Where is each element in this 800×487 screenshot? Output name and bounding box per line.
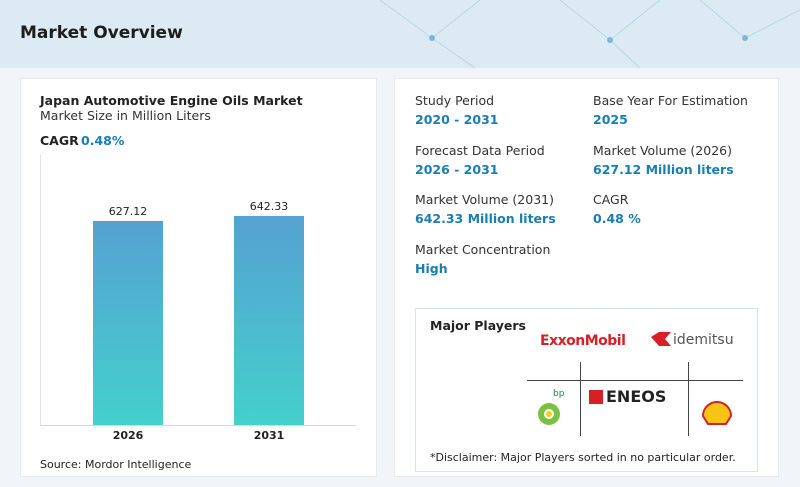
stat-label: CAGR: [593, 192, 629, 207]
stat-label: Study Period: [415, 93, 495, 108]
stat-value: 0.48 %: [593, 211, 641, 226]
stat-value: 642.33 Million liters: [415, 211, 556, 226]
x-tick-label: 2026: [113, 429, 144, 442]
data-label: 627.12: [109, 205, 148, 218]
stat-value: 2020 - 2031: [415, 112, 499, 127]
players-box: [415, 308, 758, 472]
bar: [93, 220, 163, 425]
stat-value: High: [415, 260, 448, 276]
stat-value: 2025: [593, 112, 628, 127]
stat-label: Forecast Data Period: [415, 142, 545, 158]
source: Source: Mordor Intelligence: [40, 458, 192, 471]
header-decoration: [379, 0, 800, 68]
page-title: Market Overview: [20, 23, 183, 43]
stat-label: Market Volume (2031): [415, 192, 554, 207]
cagr-label: CAGR: [40, 133, 79, 148]
logo-exxonmobil: ExxonMobil: [540, 333, 626, 349]
stat-value: 627.12 Million liters: [593, 161, 734, 177]
players-grid: [527, 332, 743, 436]
chart-title: Japan Automotive Engine Oils Market: [40, 93, 303, 108]
stat-value: 2026 - 2031: [415, 161, 499, 177]
logo-bp: bp: [553, 389, 565, 399]
header: Market Overview: [0, 0, 800, 68]
cagr-value: 0.48%: [81, 133, 125, 148]
chart: 627.12 2026 642.33 2031: [40, 155, 356, 442]
players-title: Major Players: [430, 318, 526, 333]
chart-card: [20, 78, 377, 477]
logo-eneos: ENEOS: [606, 387, 667, 406]
disclaimer: *Disclaimer: Major Players sorted in no …: [430, 451, 736, 464]
logo-idemitsu: idemitsu: [673, 332, 734, 348]
stat-label: Base Year For Estimation: [593, 93, 748, 108]
data-label: 642.33: [250, 200, 289, 213]
x-tick-label: 2031: [254, 429, 285, 442]
bar: [234, 216, 304, 425]
stat-label: Market Volume (2026): [593, 142, 732, 158]
stat-label: Market Concentration: [415, 241, 551, 257]
chart-subtitle: Market Size in Million Liters: [40, 108, 211, 123]
